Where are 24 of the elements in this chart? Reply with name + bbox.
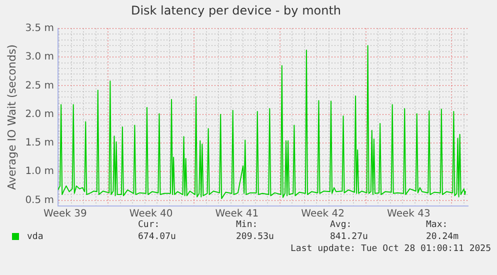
text: Cur:: [138, 220, 160, 230]
text: Avg:: [330, 220, 352, 230]
x-tick-label: Week 39: [44, 208, 87, 220]
text: 674.07u: [138, 232, 176, 242]
y-tick-label: 3.0 m: [25, 52, 54, 63]
y-axis-title: Average IO Wait (seconds): [5, 44, 18, 190]
text: 209.53u: [236, 232, 274, 242]
x-tick-label: Week 40: [129, 208, 173, 220]
legend-label: vda: [27, 232, 44, 242]
x-tick-label: Week 43: [387, 208, 430, 220]
y-tick-label: 1.0 m: [25, 166, 54, 178]
x-tick-label: Week 42: [301, 208, 344, 220]
text: Max:: [426, 220, 448, 230]
y-tick-label: 0.5 m: [25, 194, 54, 206]
chart-title: Disk latency per device - by month: [130, 3, 342, 18]
y-tick-label: 2.0 m: [25, 108, 54, 120]
y-tick-label: 3.5 m: [25, 22, 54, 34]
text: Min:: [236, 220, 258, 230]
text: Last update: Tue Oct 28 01:00:11 2025: [290, 244, 491, 254]
text: 20.24m: [426, 232, 459, 242]
y-tick-label: 2.5 m: [25, 80, 54, 92]
y-tick-label: 1.5 m: [25, 138, 54, 149]
x-tick-label: Week 41: [215, 208, 259, 220]
text: 841.27u: [330, 232, 368, 242]
